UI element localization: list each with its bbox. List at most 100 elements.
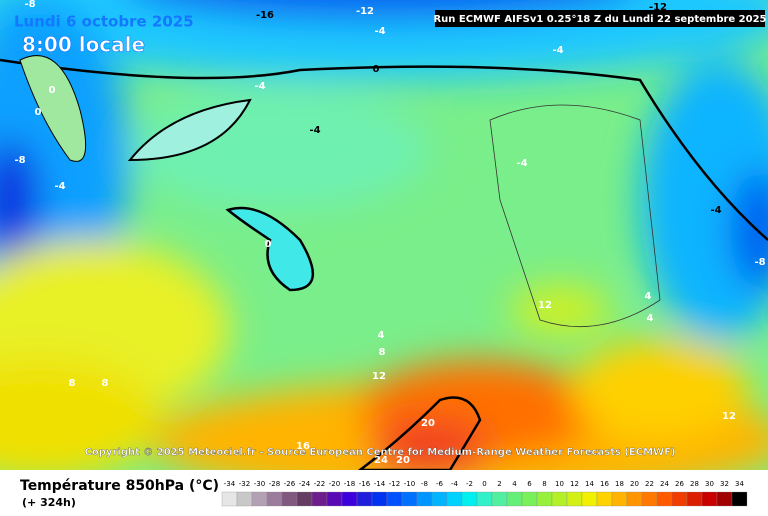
forecast-date: Lundi 6 octobre 2025	[14, 13, 194, 31]
scale-swatch	[431, 491, 448, 507]
scale-label: -4	[451, 480, 459, 488]
scale-label: 34	[735, 480, 744, 488]
scale-label: 30	[705, 480, 714, 488]
scale-label: -18	[344, 480, 355, 488]
scale-swatch	[476, 491, 493, 507]
scale-label: -10	[404, 480, 415, 488]
scale-label: 2	[497, 480, 501, 488]
scale-swatch	[461, 491, 478, 507]
scale-label: 16	[600, 480, 609, 488]
contour-label: 20	[396, 455, 410, 466]
contour-label: -4	[710, 205, 721, 216]
contour-label: 12	[722, 411, 736, 422]
contour-label: 12	[372, 371, 386, 382]
contour-labels: -8-16 -12 -12-4-40-4-400-8-40-4-4-84412481…	[14, 0, 765, 466]
scale-label: -24	[299, 480, 311, 488]
scale-label: 4	[512, 480, 517, 488]
scale-swatch	[326, 491, 343, 507]
contour-label: -16	[256, 10, 274, 21]
scale-label: -8	[421, 480, 428, 488]
scale-swatch	[566, 491, 583, 507]
scale-label: 22	[645, 480, 654, 488]
scale-swatch	[701, 491, 718, 507]
scale-swatch	[401, 491, 418, 507]
scale-label: 20	[630, 480, 639, 488]
scale-label: 24	[660, 480, 669, 488]
scale-swatch	[731, 491, 748, 507]
scale-label: -20	[329, 480, 340, 488]
scale-label: -2	[466, 480, 473, 488]
contour-label: -4	[254, 81, 265, 92]
lead-time: (+ 324h)	[22, 496, 76, 509]
scale-label: -34	[224, 480, 236, 488]
contour-label: 0	[49, 85, 56, 96]
scale-swatch	[536, 491, 553, 507]
scale-label: -22	[314, 480, 325, 488]
scale-label: 28	[690, 480, 699, 488]
contour-label: -8	[754, 257, 765, 268]
contour-label: 8	[379, 347, 386, 358]
scale-swatch	[356, 491, 373, 507]
scale-swatch	[251, 491, 268, 507]
scale-swatch	[506, 491, 523, 507]
contour-label: -8	[24, 0, 35, 10]
scale-swatch	[521, 491, 538, 507]
scale-label: -32	[239, 480, 250, 488]
contour-label: -4	[54, 181, 65, 192]
contour-label: -8	[14, 155, 25, 166]
scale-label: 14	[585, 480, 594, 488]
scale-label: -6	[436, 480, 444, 488]
contour-label: 20	[421, 418, 435, 429]
scale-swatch	[641, 491, 658, 507]
scale-swatch	[716, 491, 733, 507]
scale-swatch	[341, 491, 358, 507]
run-box	[435, 10, 765, 27]
contour-label: 4	[645, 291, 652, 302]
scale-swatch	[611, 491, 628, 507]
contour-label: -12	[649, 2, 667, 13]
contour-label: -4	[309, 125, 320, 136]
scale-label: -26	[284, 480, 296, 488]
contour-label: -4	[516, 158, 527, 169]
legend-title: Température 850hPa (°C)	[20, 478, 219, 494]
scale-swatch	[416, 491, 433, 507]
scale-label: 32	[720, 480, 729, 488]
copyright: Copyright © 2025 Meteociel.fr - Source E…	[85, 447, 676, 458]
temperature-field	[0, 0, 768, 500]
contour-label: 16	[296, 441, 310, 452]
contour-label: 0	[373, 64, 380, 75]
scale-swatch	[221, 491, 238, 507]
scale-swatch	[551, 491, 568, 507]
scale-swatch	[386, 491, 403, 507]
contour-label: 12	[538, 300, 552, 311]
contour-label: -4	[552, 45, 563, 56]
scale-swatch	[491, 491, 508, 507]
scale-swatch	[686, 491, 703, 507]
contour-label: 0	[35, 107, 42, 118]
scale-label: -16	[359, 480, 371, 488]
scale-label: -12	[389, 480, 400, 488]
scale-label: -30	[254, 480, 265, 488]
contour-label: 8	[102, 378, 109, 389]
contour-label: 0	[265, 239, 272, 250]
scale-swatch	[596, 491, 613, 507]
contour-label: 8	[69, 378, 76, 389]
scale-swatch	[236, 491, 253, 507]
contour-label: 4	[647, 313, 654, 324]
scale-swatch	[371, 491, 388, 507]
scale-swatch	[626, 491, 643, 507]
scale-label: 12	[570, 480, 579, 488]
scale-swatch	[581, 491, 598, 507]
scale-swatch	[656, 491, 673, 507]
scale-label: 8	[542, 480, 546, 488]
color-scale: -34 -32 -30 -28 -26 -24 -22 -20 -18 -16 -14 -12 -10-…	[221, 480, 748, 507]
scale-label: -28	[269, 480, 280, 488]
scale-label: 10	[555, 480, 564, 488]
scale-swatch	[311, 491, 328, 507]
scale-swatch	[266, 491, 283, 507]
scale-label: 6	[527, 480, 532, 488]
scale-label: 26	[675, 480, 684, 488]
scale-label: 0	[482, 480, 486, 488]
contour-label: 4	[378, 330, 385, 341]
